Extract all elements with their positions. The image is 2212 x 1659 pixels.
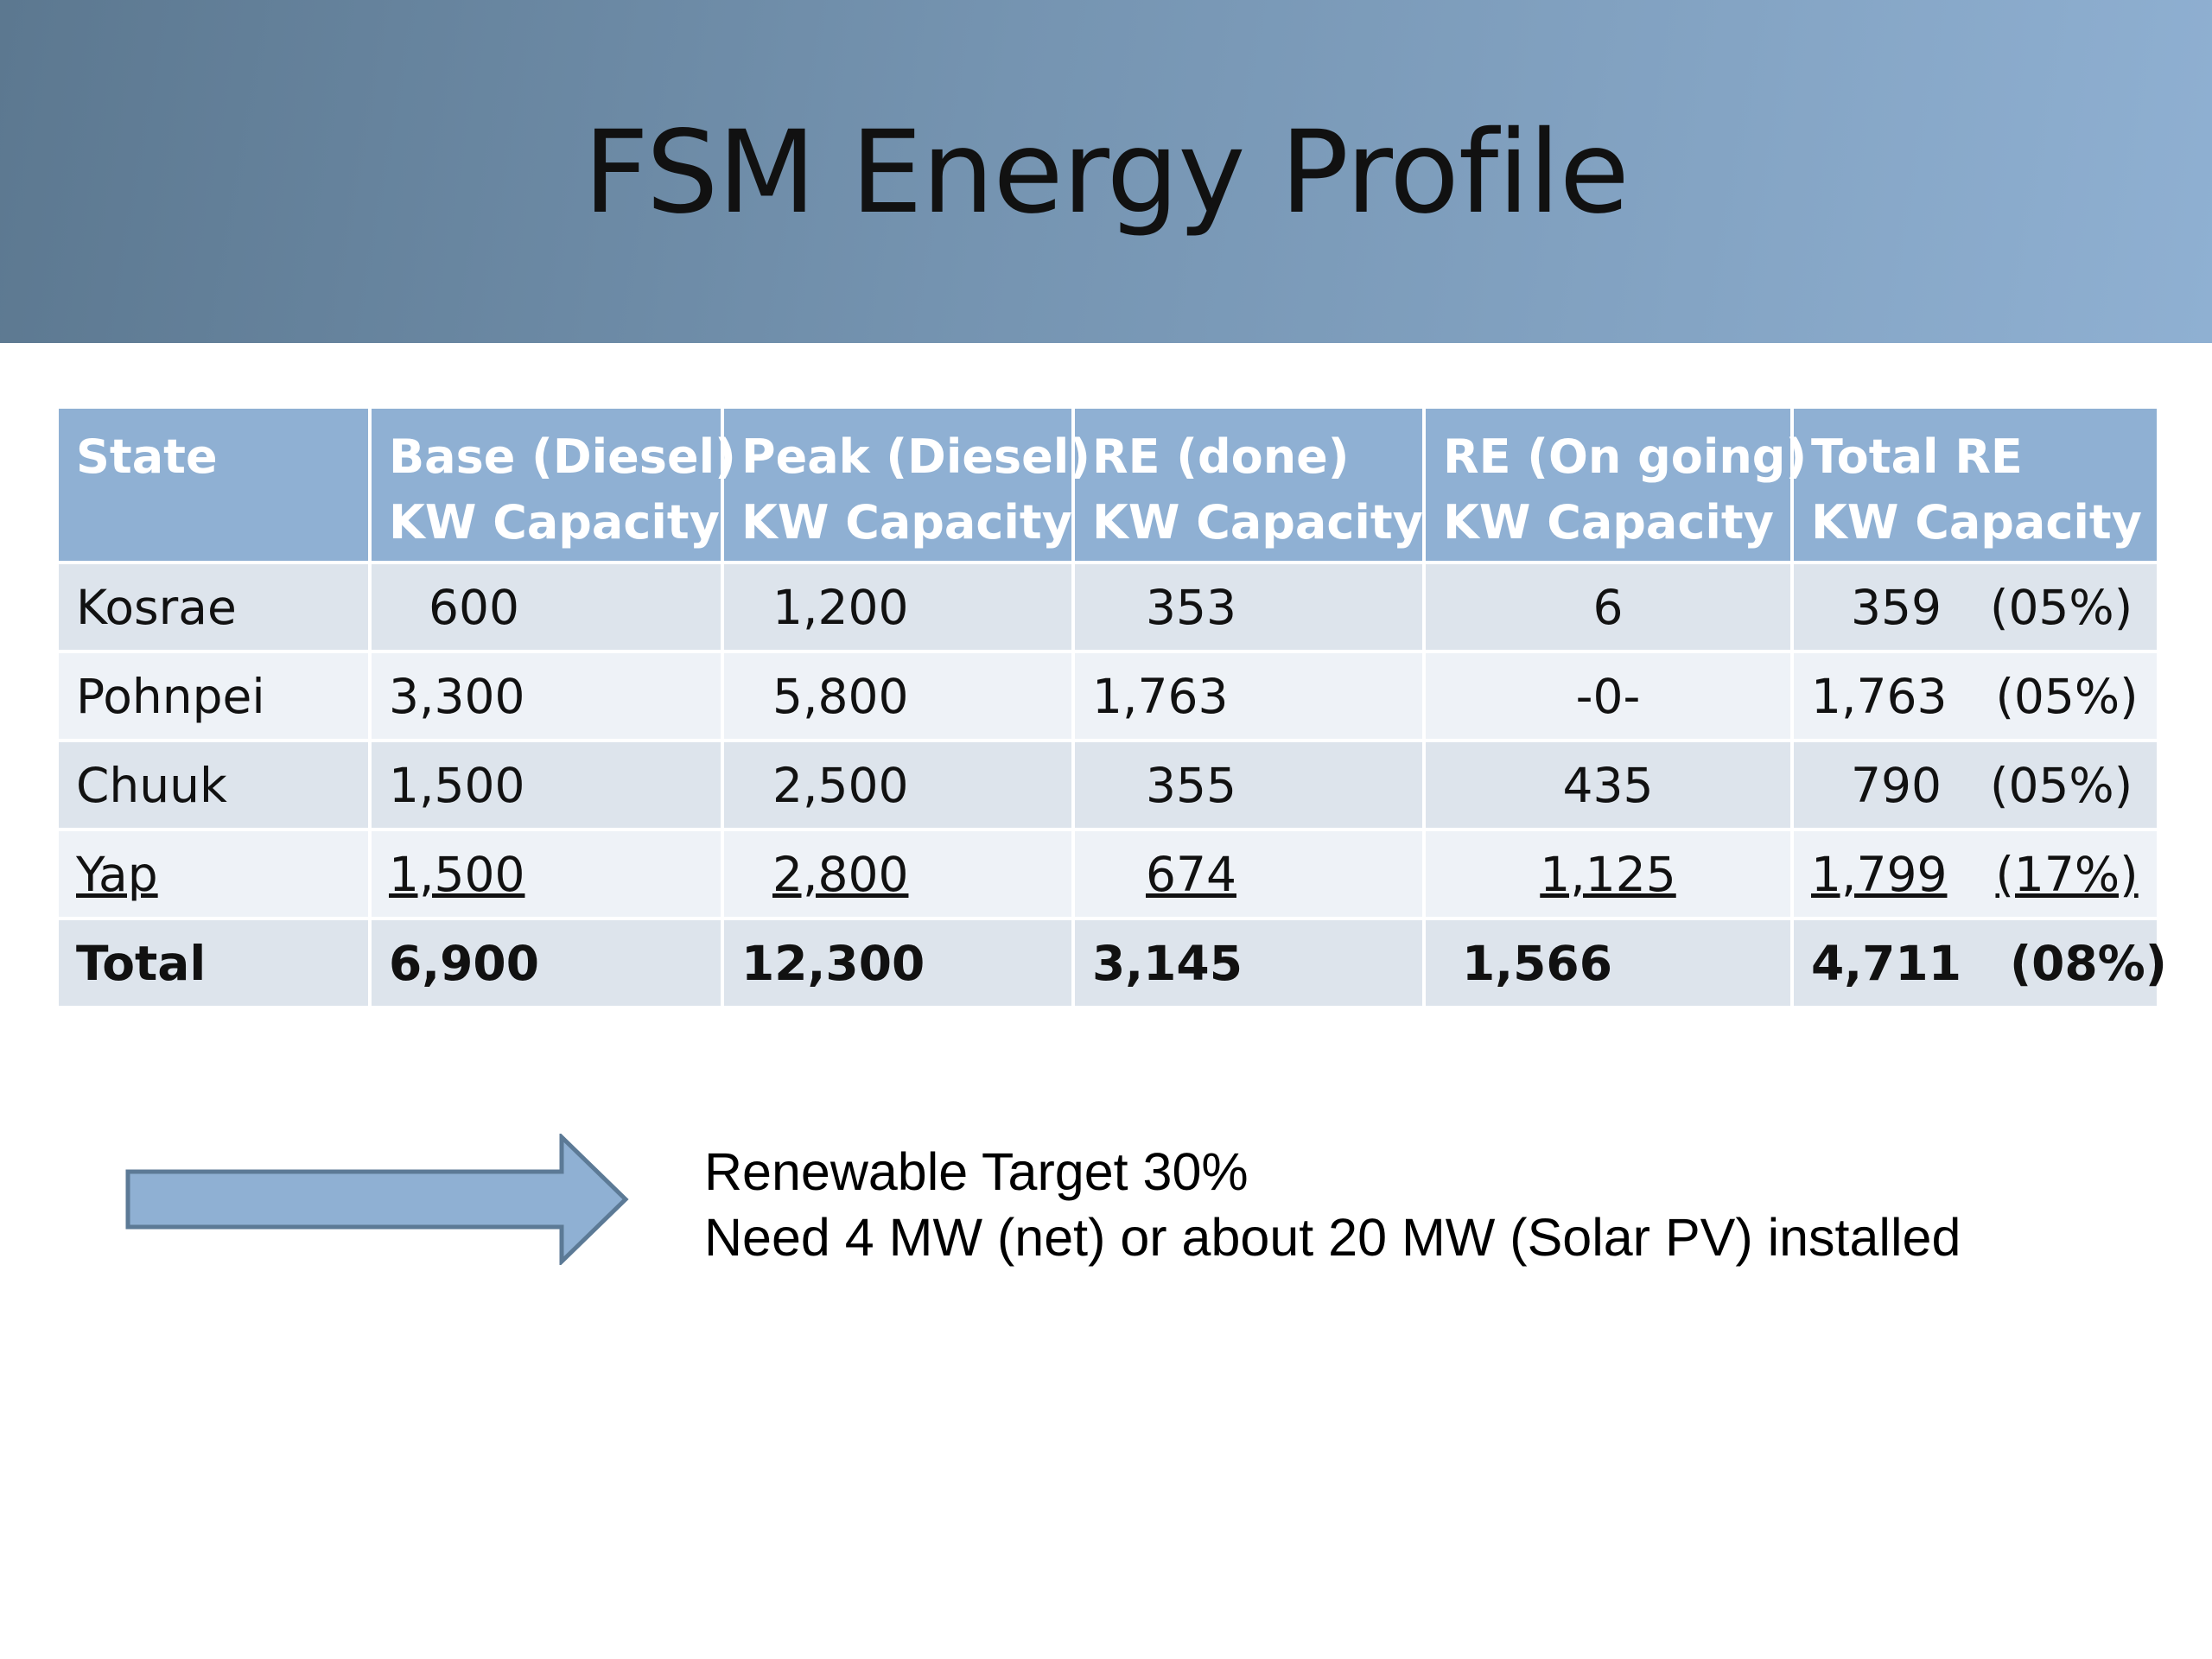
- note-line-target: Renewable Target 30%: [704, 1142, 1249, 1201]
- renewable-target-note: Renewable Target 30% Need 4 MW (net) or …: [704, 1139, 1961, 1270]
- cell-re-ongoing: 435: [1426, 742, 1790, 828]
- right-arrow-icon: [125, 1134, 629, 1265]
- cell-re-done: 353: [1075, 564, 1422, 650]
- cell-state: Yap: [59, 831, 368, 917]
- cell-peak: 2,500: [724, 742, 1071, 828]
- cell-total-pct: (05%): [1995, 668, 2139, 724]
- table-header-row: State Base (Diesel) KW Capacity Peak (Die…: [59, 409, 2157, 561]
- title-banner: [0, 0, 2212, 343]
- cell-peak: 5,800: [724, 653, 1071, 739]
- table-row: Pohnpei 3,300 5,800 1,763 -0- 1,763 (05%): [59, 653, 2157, 739]
- energy-profile-table: State Base (Diesel) KW Capacity Peak (Die…: [55, 405, 2167, 1009]
- cell-re-ongoing: 1,566: [1426, 920, 1790, 1006]
- arrow-shape: [125, 1134, 629, 1265]
- cell-re-done: 674: [1075, 831, 1422, 917]
- cell-total-pct: (17%): [1995, 846, 2139, 902]
- cell-re-ongoing: 6: [1426, 564, 1790, 650]
- cell-base: 1,500: [372, 831, 721, 917]
- header-base-diesel: Base (Diesel) KW Capacity: [372, 409, 736, 561]
- table-row: Kosrae 600 1,200 353 6 359 (05%): [59, 564, 2157, 650]
- cell-re-ongoing: -0-: [1426, 653, 1790, 739]
- cell-base: 3,300: [372, 653, 721, 739]
- cell-total-re: 1,799 (17%): [1794, 831, 2157, 917]
- cell-total-pct: (08%): [2009, 935, 2167, 991]
- cell-state: Chuuk: [59, 742, 368, 828]
- cell-total-re: 790 (05%): [1794, 742, 2157, 828]
- cell-base: 6,900: [372, 920, 721, 1006]
- cell-re-ongoing: 1,125: [1426, 831, 1790, 917]
- header-re-ongoing: RE (On going) KW Capacity: [1426, 409, 1807, 561]
- cell-state: Pohnpei: [59, 653, 368, 739]
- cell-base: 1,500: [372, 742, 721, 828]
- cell-total-pct: (05%): [1989, 579, 2133, 635]
- cell-total-re: 359 (05%): [1794, 564, 2157, 650]
- cell-peak: 1,200: [724, 564, 1071, 650]
- header-total-re: Total RE KW Capacity: [1794, 409, 2157, 561]
- table-total-row: Total 6,900 12,300 3,145 1,566 4,711 (08%…: [59, 920, 2167, 1006]
- cell-state: Total: [59, 920, 368, 1006]
- header-peak-diesel: Peak (Diesel) KW Capacity: [724, 409, 1090, 561]
- header-re-done: RE (done) KW Capacity: [1075, 409, 1423, 561]
- note-line-need: Need 4 MW (net) or about 20 MW (Solar PV…: [704, 1208, 1961, 1267]
- slide-title: FSM Energy Profile: [583, 106, 1630, 239]
- header-state: State: [59, 409, 368, 561]
- cell-re-done: 1,763: [1075, 653, 1422, 739]
- cell-state: Kosrae: [59, 564, 368, 650]
- table-row: Chuuk 1,500 2,500 355 435 790 (05%): [59, 742, 2157, 828]
- cell-base: 600: [372, 564, 721, 650]
- cell-total-re: 4,711 (08%): [1794, 920, 2167, 1006]
- cell-re-done: 355: [1075, 742, 1422, 828]
- cell-re-done: 3,145: [1075, 920, 1422, 1006]
- table-row: Yap 1,500 2,800 674 1,125 1,799 (17%): [59, 831, 2157, 917]
- cell-peak: 12,300: [724, 920, 1071, 1006]
- cell-peak: 2,800: [724, 831, 1071, 917]
- cell-total-re: 1,763 (05%): [1794, 653, 2157, 739]
- cell-total-pct: (05%): [1989, 757, 2133, 813]
